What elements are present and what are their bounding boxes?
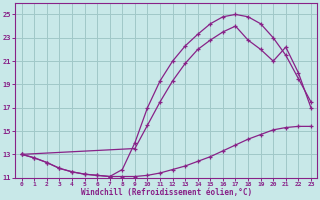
X-axis label: Windchill (Refroidissement éolien,°C): Windchill (Refroidissement éolien,°C) <box>81 188 252 197</box>
